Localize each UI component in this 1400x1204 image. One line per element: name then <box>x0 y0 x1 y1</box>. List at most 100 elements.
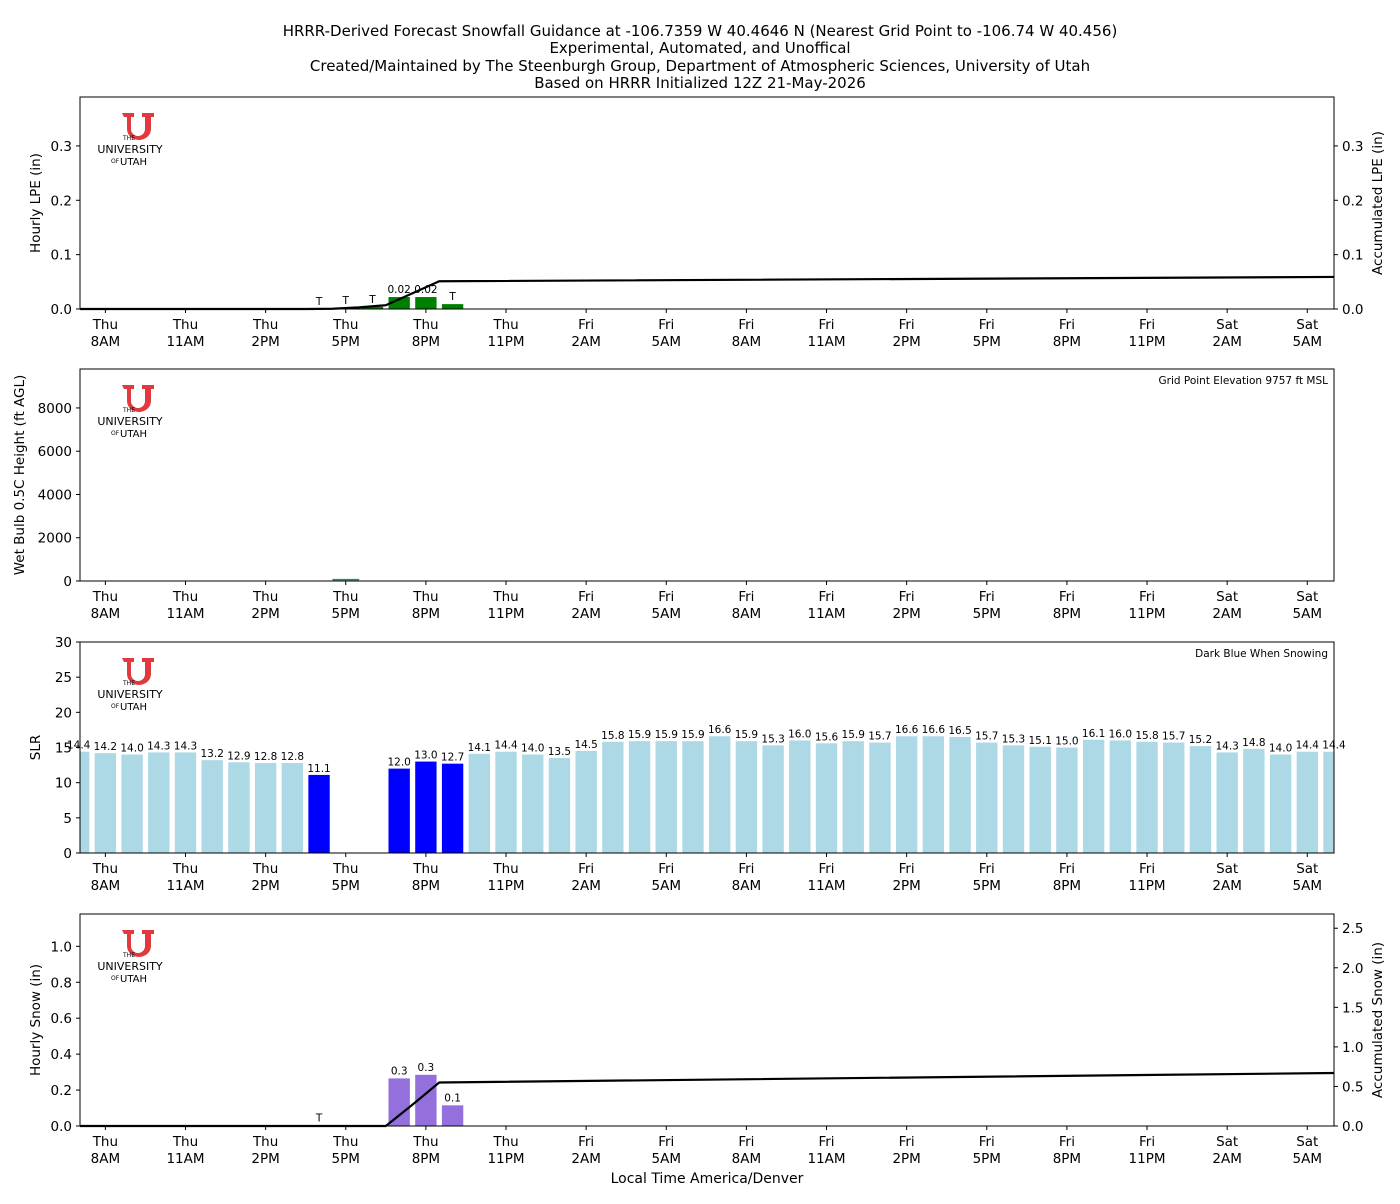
y-tick-label: 0.2 <box>51 1083 72 1099</box>
slr-bar <box>549 758 570 853</box>
x-tick-time-label: 2PM <box>892 606 920 622</box>
right-y-tick-label: 1.5 <box>1342 1000 1363 1016</box>
right-y-axis-label: Accumulated Snow (in) <box>1370 942 1386 1098</box>
slr-bar <box>976 743 997 853</box>
slr-bar-value-label: 13.5 <box>548 746 571 758</box>
x-tick-time-label: 11PM <box>1129 878 1166 894</box>
x-tick-time-label: 11PM <box>488 606 525 622</box>
x-tick-time-label: 8PM <box>412 334 440 350</box>
x-tick-day-label: Fri <box>899 861 915 877</box>
slr-bar-snowing <box>442 764 463 853</box>
x-tick-time-label: 8AM <box>732 1151 761 1167</box>
right-y-axis-label: Accumulated LPE (in) <box>1370 131 1386 275</box>
x-tick-day-label: Fri <box>979 317 995 333</box>
x-tick-day-label: Thu <box>492 317 518 333</box>
slr-bar-value-label: 14.4 <box>1296 740 1320 752</box>
right-y-tick-label: 1.0 <box>1342 1040 1363 1056</box>
x-tick-day-label: Fri <box>1139 317 1155 333</box>
x-tick-day-label: Thu <box>332 861 358 877</box>
slr-bar <box>121 755 142 853</box>
x-tick-day-label: Fri <box>738 589 754 605</box>
slr-bar-value-label: 12.0 <box>387 757 410 769</box>
slr-bar-value-label: 14.0 <box>521 743 544 755</box>
y-tick-label: 15 <box>55 741 72 757</box>
y-tick-label: 2000 <box>38 531 72 547</box>
lpe-bar-value-label: T <box>368 294 376 306</box>
slr-bar <box>1136 742 1157 853</box>
lpe-bar <box>442 304 463 309</box>
logo-line-university: UNIVERSITY <box>97 688 163 701</box>
logo-line-of: OF <box>111 703 120 710</box>
x-tick-time-label: 8PM <box>1053 334 1081 350</box>
lpe-bar <box>415 297 436 309</box>
x-tick-time-label: 5PM <box>332 606 360 622</box>
panel-annotation: Dark Blue When Snowing <box>1195 648 1328 660</box>
x-tick-time-label: 2AM <box>571 334 600 350</box>
slr-bar-value-label: 15.0 <box>1055 736 1078 748</box>
logo-line-university: UNIVERSITY <box>97 960 163 973</box>
x-tick-day-label: Fri <box>1059 317 1075 333</box>
x-tick-day-label: Thu <box>252 861 278 877</box>
slr-bar <box>1190 746 1211 853</box>
slr-bar-value-label: 15.3 <box>1002 733 1025 745</box>
y-tick-label: 20 <box>55 705 72 721</box>
y-tick-label: 8000 <box>38 401 72 417</box>
slr-bar-value-label: 12.8 <box>281 751 304 763</box>
x-tick-day-label: Thu <box>492 861 518 877</box>
y-axis-label: Hourly LPE (in) <box>28 153 44 253</box>
slr-bar-value-label: 15.9 <box>655 729 678 741</box>
slr-bar-value-label: 15.3 <box>761 733 784 745</box>
slr-bar <box>1056 748 1077 854</box>
slr-bar <box>843 741 864 853</box>
lpe-accumulated-line <box>80 277 1334 309</box>
slr-bar-value-label: 14.0 <box>1269 743 1292 755</box>
x-tick-time-label: 5AM <box>1293 606 1322 622</box>
logo-line-of: OF <box>111 158 120 165</box>
x-tick-day-label: Fri <box>818 317 834 333</box>
x-tick-time-label: 8AM <box>732 878 761 894</box>
slr-bar <box>1270 755 1291 853</box>
x-tick-time-label: 8AM <box>91 1151 120 1167</box>
slr-bar-value-label: 15.7 <box>975 731 998 743</box>
x-tick-time-label: 11PM <box>1129 334 1166 350</box>
x-tick-day-label: Fri <box>979 861 995 877</box>
x-tick-time-label: 5AM <box>652 334 681 350</box>
x-tick-day-label: Fri <box>578 317 594 333</box>
x-tick-day-label: Fri <box>1059 1134 1075 1150</box>
x-tick-day-label: Thu <box>332 1134 358 1150</box>
x-tick-day-label: Thu <box>252 317 278 333</box>
x-tick-day-label: Thu <box>92 589 118 605</box>
x-tick-day-label: Fri <box>899 317 915 333</box>
logo-line-utah: UTAH <box>120 429 147 440</box>
y-tick-label: 0.0 <box>51 1119 72 1135</box>
x-tick-day-label: Sat <box>1216 861 1238 877</box>
slr-bar <box>202 760 223 853</box>
x-tick-time-label: 11AM <box>166 878 204 894</box>
x-tick-day-label: Sat <box>1216 589 1238 605</box>
x-axis-ticks-lpe: Thu8AMThu11AMThu2PMThu5PMThu8PMThu11PMFr… <box>91 309 1322 350</box>
slr-bar-value-label: 13.0 <box>414 750 437 762</box>
slr-bar <box>1243 749 1264 853</box>
slr-bar <box>282 763 303 853</box>
slr-bar-value-label: 12.9 <box>227 750 250 762</box>
slr-bar-value-label: 12.8 <box>254 751 277 763</box>
x-tick-time-label: 2AM <box>571 606 600 622</box>
lpe-bar-value-label: T <box>315 296 323 308</box>
slr-bar <box>148 752 169 853</box>
x-tick-day-label: Fri <box>1059 589 1075 605</box>
x-tick-time-label: 11AM <box>166 334 204 350</box>
x-tick-time-label: 5PM <box>332 1151 360 1167</box>
x-tick-day-label: Fri <box>979 589 995 605</box>
x-tick-time-label: 5PM <box>973 334 1001 350</box>
slr-bar <box>869 743 890 853</box>
right-y-tick-label: 0.1 <box>1342 248 1363 264</box>
x-tick-day-label: Sat <box>1296 317 1318 333</box>
slr-bar <box>923 736 944 853</box>
slr-bar <box>522 755 543 853</box>
y-tick-label: 25 <box>55 670 72 686</box>
